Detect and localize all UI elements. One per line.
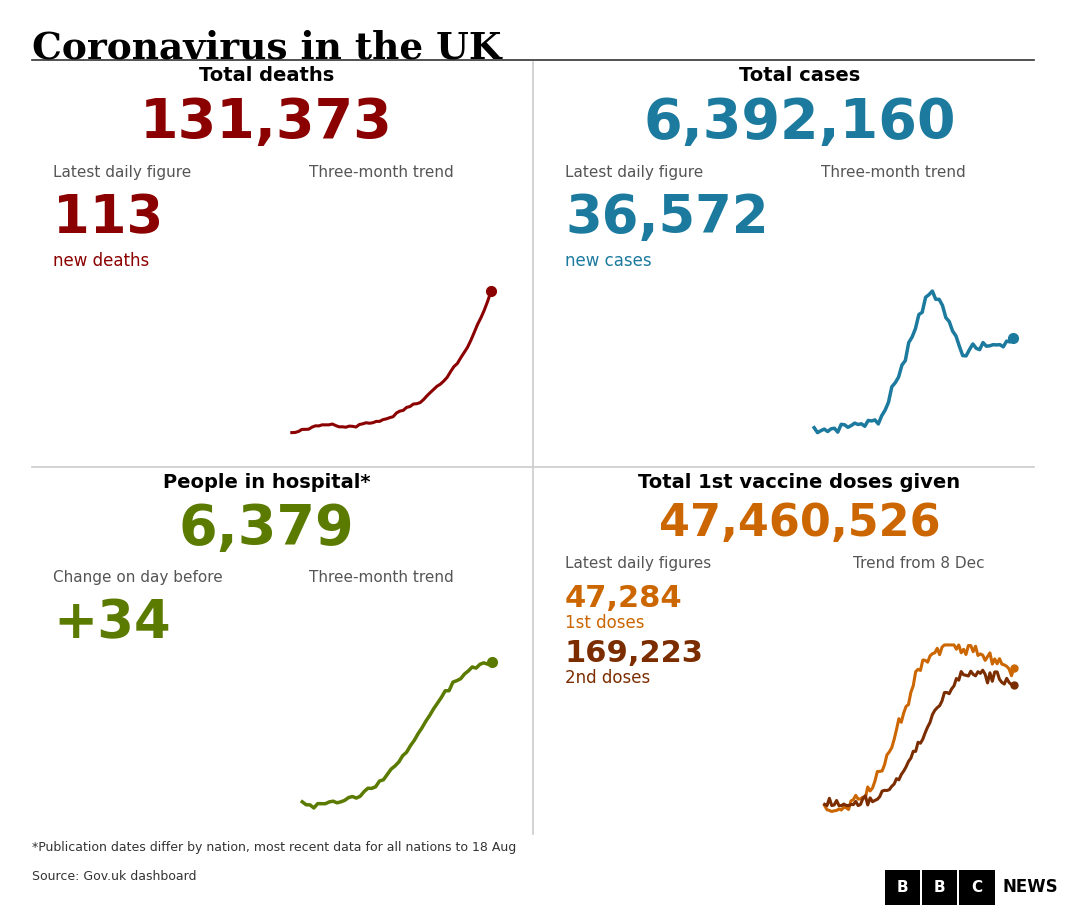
Text: Latest daily figure: Latest daily figure bbox=[53, 165, 192, 180]
Text: 131,373: 131,373 bbox=[140, 96, 393, 150]
Text: 47,284: 47,284 bbox=[565, 584, 682, 614]
Text: Latest daily figures: Latest daily figures bbox=[565, 556, 711, 571]
Text: Change on day before: Change on day before bbox=[53, 570, 223, 584]
Text: 169,223: 169,223 bbox=[565, 639, 704, 669]
Text: Latest daily figure: Latest daily figure bbox=[565, 165, 704, 180]
Text: 47,460,526: 47,460,526 bbox=[659, 502, 940, 545]
Text: Total cases: Total cases bbox=[739, 66, 860, 85]
Text: *Publication dates differ by nation, most recent data for all nations to 18 Aug: *Publication dates differ by nation, mos… bbox=[32, 841, 516, 854]
Text: NEWS: NEWS bbox=[1002, 878, 1057, 896]
Text: Total deaths: Total deaths bbox=[199, 66, 334, 85]
Text: People in hospital*: People in hospital* bbox=[163, 473, 370, 492]
Text: +34: +34 bbox=[53, 597, 171, 649]
Text: C: C bbox=[971, 880, 983, 895]
Text: new deaths: new deaths bbox=[53, 252, 149, 270]
Text: Source: Gov.uk dashboard: Source: Gov.uk dashboard bbox=[32, 870, 196, 883]
Text: 6,392,160: 6,392,160 bbox=[643, 96, 956, 150]
Text: Three-month trend: Three-month trend bbox=[309, 165, 454, 180]
Text: Three-month trend: Three-month trend bbox=[309, 570, 454, 584]
Text: Total 1st vaccine doses given: Total 1st vaccine doses given bbox=[639, 473, 960, 492]
Text: 6,379: 6,379 bbox=[179, 502, 354, 556]
Text: 113: 113 bbox=[53, 192, 163, 245]
Text: B: B bbox=[934, 880, 946, 895]
Text: Trend from 8 Dec: Trend from 8 Dec bbox=[853, 556, 984, 571]
Text: 1st doses: 1st doses bbox=[565, 614, 645, 632]
Text: Coronavirus in the UK: Coronavirus in the UK bbox=[32, 29, 501, 66]
Text: 2nd doses: 2nd doses bbox=[565, 669, 650, 687]
Text: Three-month trend: Three-month trend bbox=[821, 165, 966, 180]
Text: new cases: new cases bbox=[565, 252, 651, 270]
Text: 36,572: 36,572 bbox=[565, 192, 769, 245]
Text: B: B bbox=[897, 880, 908, 895]
